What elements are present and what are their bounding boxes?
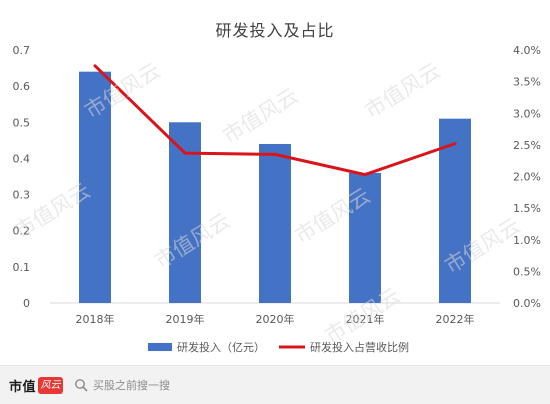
y-right-tick-label: 1.0%: [513, 234, 541, 247]
bar: [79, 71, 111, 303]
y-right-tick-label: 3.0%: [513, 107, 541, 120]
brand: 市值 风云: [9, 375, 64, 395]
legend-bar-label: 研发投入（亿元）: [177, 340, 265, 354]
bar: [439, 118, 471, 304]
y-right-tick-label: 2.0%: [513, 171, 541, 184]
y-right-tick-label: 1.5%: [513, 202, 541, 215]
y-right-tick-label: 3.5%: [513, 76, 541, 89]
chart-title: 研发投入及占比: [215, 21, 335, 40]
footer-bar: 市值 风云 买股之前搜一搜: [0, 365, 550, 404]
y-left-tick-label: 0.4: [13, 152, 31, 165]
y-right-tick-label: 0.0%: [513, 297, 541, 310]
x-tick-label: 2022年: [436, 312, 475, 326]
y-left-tick-label: 0.7: [13, 44, 31, 57]
y-right-tick-label: 0.5%: [513, 265, 541, 278]
y-left-tick-label: 0: [23, 297, 30, 310]
y-left-tick-label: 0.6: [13, 80, 31, 93]
brand-name: 市值: [9, 379, 37, 395]
y-left-tick-label: 0.1: [13, 261, 31, 274]
x-tick-label: 2021年: [346, 312, 385, 326]
y-right-tick-label: 2.5%: [513, 139, 541, 152]
chart: 0 0.1 0.2 0.3 0.4 0.5 0.6 0.7 0.0% 0.5% 1.0% 1.5% 2.…: [13, 44, 541, 354]
x-tick-label: 2019年: [166, 312, 205, 326]
line-series: [93, 64, 457, 177]
y-left-tick-label: 0.2: [13, 225, 31, 238]
chart-panel: 研发投入及占比 0 0.1 0.2 0.3 0.4 0.5 0.6 0.7 0.0% 0.5% 1.…: [10, 21, 541, 354]
y-right-tick-label: 4.0%: [513, 44, 541, 57]
x-tick-label: 2018年: [76, 312, 115, 326]
legend-line-label: 研发投入占营收比例: [310, 340, 409, 354]
brand-logo: 风云: [38, 376, 64, 394]
search-link[interactable]: 买股之前搜一搜: [74, 375, 170, 395]
bar: [259, 143, 291, 303]
x-tick-label: 2020年: [256, 312, 295, 326]
y-left-tick-label: 0.5: [13, 116, 31, 129]
search-icon: [75, 379, 88, 392]
y-left-tick-label: 0.3: [13, 189, 31, 202]
search-text: 买股之前搜一搜: [93, 379, 170, 392]
bar: [349, 172, 381, 303]
legend-bar-swatch: [148, 343, 172, 351]
bar: [169, 122, 201, 304]
